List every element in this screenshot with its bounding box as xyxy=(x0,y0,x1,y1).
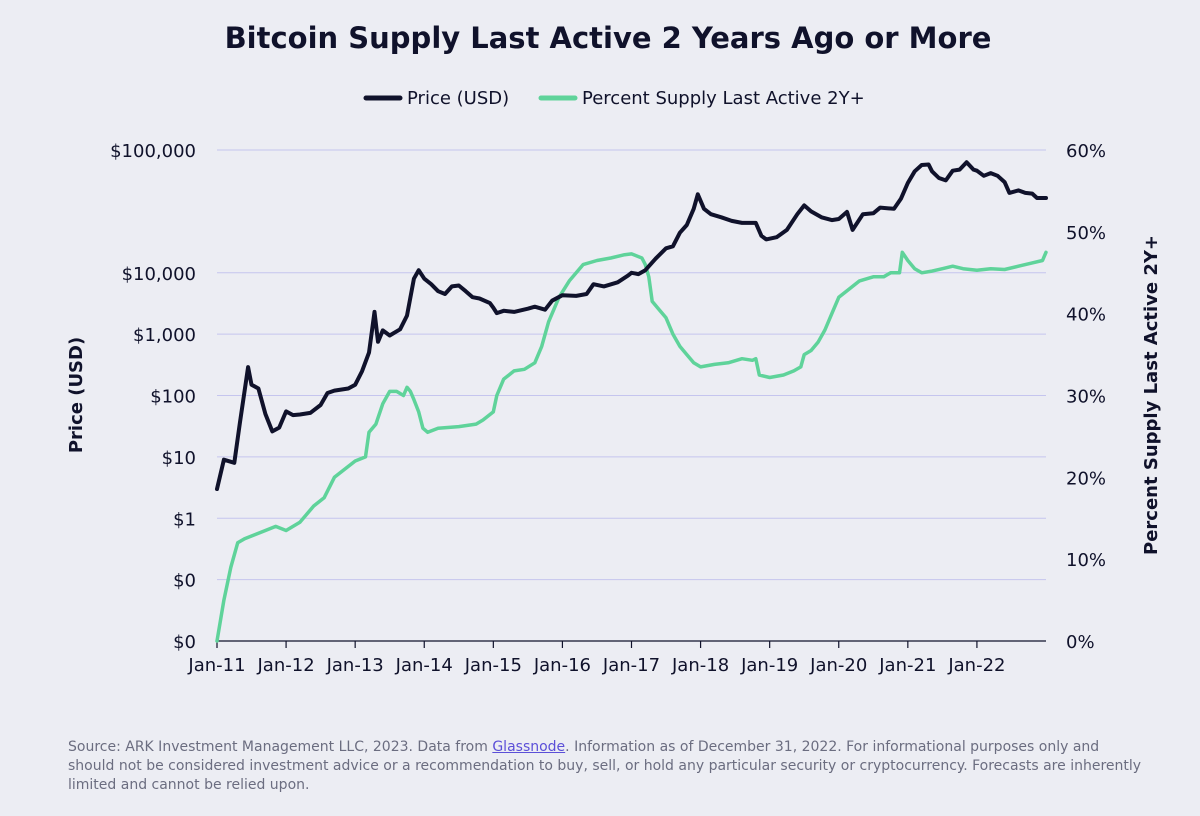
x-tick-label: Jan-18 xyxy=(671,655,729,676)
footnote-after-link: . Information as of December 31, 2022. F… xyxy=(68,739,1142,793)
x-tick-label: Jan-16 xyxy=(533,655,591,676)
x-tick-label: Jan-20 xyxy=(809,655,867,676)
y-right-tick-label: 20% xyxy=(1066,468,1106,489)
x-tick-label: Jan-12 xyxy=(257,655,315,676)
y-left-tick-label: $100,000 xyxy=(110,141,196,162)
y-left-axis-title: Price (USD) xyxy=(66,337,87,453)
y-left-tick-label: $10,000 xyxy=(122,264,196,285)
y-right-tick-labels: 0% 10% 20% 30% 40% 50% 60% xyxy=(1066,141,1106,653)
footnote-before-link: Source: ARK Investment Management LLC, 2… xyxy=(68,739,493,755)
chart-title: Bitcoin Supply Last Active 2 Years Ago o… xyxy=(225,21,992,55)
y-left-tick-label: $0 xyxy=(173,632,196,653)
y-left-tick-label: $0 xyxy=(173,571,196,592)
x-tick-label: Jan-14 xyxy=(395,655,453,676)
series-layer xyxy=(215,160,1048,643)
y-right-tick-label: 10% xyxy=(1066,550,1106,571)
y-left-tick-label: $1,000 xyxy=(133,325,196,346)
y-right-axis-title: Percent Supply Last Active 2Y+ xyxy=(1141,235,1162,555)
x-tick-label: Jan-19 xyxy=(740,655,798,676)
legend-label-supply: Percent Supply Last Active 2Y+ xyxy=(582,88,865,109)
y-right-tick-label: 50% xyxy=(1066,223,1106,244)
x-tick-label: Jan-21 xyxy=(878,655,936,676)
y-right-tick-label: 0% xyxy=(1066,632,1095,653)
supply-series-line xyxy=(215,250,1048,643)
x-tick-labels: Jan-11 Jan-12 Jan-13 Jan-14 Jan-15 Jan-16 Jan-… xyxy=(187,641,1005,676)
x-tick-label: Jan-22 xyxy=(947,655,1005,676)
y-right-tick-label: 60% xyxy=(1066,141,1106,162)
y-left-tick-label: $100 xyxy=(150,387,196,408)
glassnode-link[interactable]: Glassnode xyxy=(492,739,566,755)
y-left-tick-labels: $0 $0 $1 $10 $100 $1,000 $10,000 $100,000 xyxy=(110,141,196,653)
y-left-tick-label: $1 xyxy=(173,509,196,530)
x-tick-label: Jan-11 xyxy=(187,655,245,676)
legend-label-price: Price (USD) xyxy=(407,88,509,109)
price-series-line xyxy=(215,160,1048,491)
x-tick-label: Jan-13 xyxy=(326,655,384,676)
y-left-tick-label: $10 xyxy=(162,448,196,469)
y-right-tick-label: 40% xyxy=(1066,305,1106,326)
source-footnote: Source: ARK Investment Management LLC, 2… xyxy=(68,738,1148,795)
x-tick-label: Jan-17 xyxy=(602,655,660,676)
y-right-tick-label: 30% xyxy=(1066,387,1106,408)
legend: Price (USD) Percent Supply Last Active 2… xyxy=(363,88,865,109)
grid-lines xyxy=(217,149,1046,581)
x-tick-label: Jan-15 xyxy=(464,655,522,676)
